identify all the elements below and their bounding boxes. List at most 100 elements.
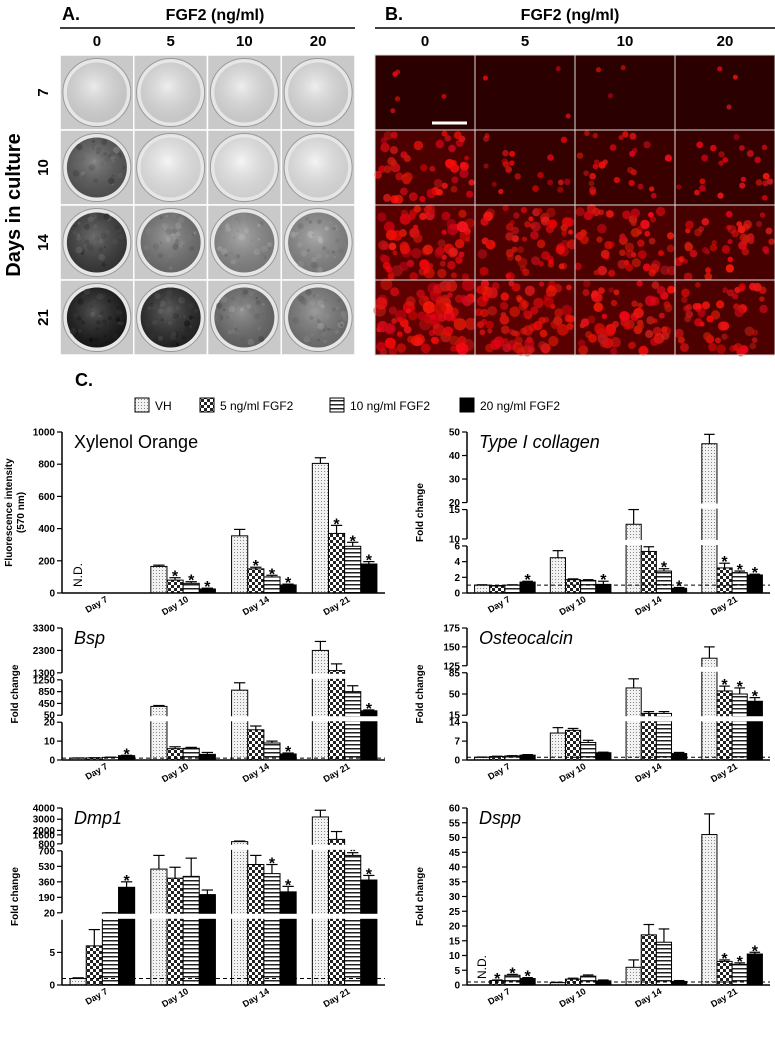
fluorescence-spot	[557, 186, 564, 193]
fluorescence-spot	[685, 220, 694, 230]
y-tick-label: 190	[38, 893, 55, 904]
fluorescence-spot	[511, 283, 521, 292]
bar	[716, 690, 733, 761]
panel-header: FGF2 (ng/ml)	[166, 7, 265, 24]
fluorescence-spot	[732, 293, 739, 300]
fluorescence-spot	[385, 265, 393, 273]
y-tick-label: 25	[449, 907, 461, 918]
fluorescence-spot	[524, 285, 535, 296]
y-tick-label: 15	[449, 711, 461, 722]
fluorescence-spot	[399, 187, 408, 196]
fluorescence-spot	[726, 104, 732, 110]
well-shine	[214, 212, 275, 273]
fluorescence-spot	[545, 285, 557, 297]
fluorescence-spot	[592, 163, 599, 170]
fluorescence-spot	[683, 305, 690, 312]
significance-mark: *	[600, 572, 607, 589]
fluorescence-spot	[455, 256, 461, 262]
fluorescence-spot	[648, 269, 656, 277]
well-shine	[140, 137, 201, 198]
fluorescence-spot	[660, 265, 670, 276]
fluorescence-spot	[694, 189, 700, 196]
fluorescence-spot	[484, 133, 490, 139]
panel-label: B.	[385, 4, 403, 24]
fluorescence-spot	[742, 235, 751, 244]
y-tick-label: 2300	[33, 646, 56, 657]
significance-mark: *	[333, 516, 340, 533]
fluorescence-spot	[547, 154, 554, 161]
fluorescence-spot	[439, 260, 446, 267]
fluorescence-spot	[746, 150, 754, 158]
column-label: 10	[236, 33, 253, 50]
fluorescence-spot	[456, 342, 469, 355]
fluorescence-spot	[594, 323, 606, 334]
bar	[731, 693, 748, 761]
fluorescence-spot	[608, 287, 614, 293]
bar	[344, 854, 362, 986]
fluorescence-image	[375, 55, 475, 130]
fluorescence-spot	[429, 313, 442, 326]
fluorescence-spot	[699, 178, 706, 185]
fluorescence-spot	[477, 321, 485, 329]
fluorescence-spot	[396, 343, 407, 353]
fluorescence-spot	[705, 266, 711, 273]
fluorescence-spot	[727, 256, 734, 263]
fluorescence-spot	[631, 300, 638, 308]
y-tick-label: 700	[38, 846, 55, 857]
fluorescence-spot	[450, 185, 458, 193]
fluorescence-spot	[762, 180, 769, 187]
fluorescence-spot	[598, 287, 605, 295]
well-shine	[66, 62, 127, 123]
fluorescence-spot	[565, 113, 571, 119]
fluorescence-spot	[476, 285, 485, 295]
fluorescence-spot	[444, 158, 454, 168]
fluorescence-spot	[506, 339, 518, 351]
significance-mark: *	[366, 553, 373, 570]
y-tick-label: 3000	[33, 815, 56, 826]
y-tick-label: 3300	[33, 624, 56, 635]
bar	[549, 557, 566, 594]
fluorescence-spot	[725, 264, 735, 273]
fluorescence-spot	[380, 278, 393, 291]
fluorescence-spot	[580, 318, 590, 327]
fluorescence-spot	[637, 302, 643, 309]
fluorescence-spot	[629, 132, 637, 140]
bar	[360, 879, 378, 986]
row-label: 10	[35, 159, 52, 176]
fluorescence-spot	[699, 184, 706, 192]
x-tick-label: Day 7	[486, 594, 512, 615]
column-label: 0	[421, 33, 429, 50]
fluorescence-spot	[412, 224, 419, 230]
fluorescence-spot	[441, 211, 451, 221]
fluorescence-spot	[681, 288, 690, 298]
fluorescence-spot	[493, 336, 505, 348]
fluorescence-spot	[487, 328, 493, 334]
fluorescence-spot	[582, 289, 590, 296]
fluorescence-spot	[733, 342, 743, 352]
fluorescence-spot	[441, 130, 448, 137]
y-tick-label: 1000	[33, 428, 56, 439]
column-label: 5	[166, 33, 174, 50]
bar	[504, 584, 521, 594]
fluorescence-spot	[637, 250, 647, 260]
y-axis-label: Fold change	[415, 483, 426, 542]
fluorescence-spot	[432, 323, 445, 336]
bar	[247, 864, 265, 986]
fluorescence-spot	[607, 93, 614, 99]
fluorescence-spot	[717, 192, 724, 199]
y-tick-label: 4000	[33, 804, 56, 815]
bar	[344, 691, 362, 761]
fluorescence-spot	[650, 192, 657, 199]
fluorescence-spot	[721, 333, 728, 340]
x-tick-label: Day 7	[486, 761, 512, 782]
significance-mark: *	[350, 533, 357, 550]
fluorescence-spot	[650, 216, 657, 223]
fluorescence-spot	[450, 345, 457, 352]
fluorescence-spot	[648, 237, 656, 245]
fluorescence-spot	[703, 332, 712, 341]
x-tick-label: Day 14	[241, 594, 271, 617]
y-tick-label: 15	[449, 936, 461, 947]
fluorescence-spot	[706, 315, 714, 323]
fluorescence-spot	[604, 241, 613, 250]
y-tick-label: 6	[454, 541, 460, 552]
